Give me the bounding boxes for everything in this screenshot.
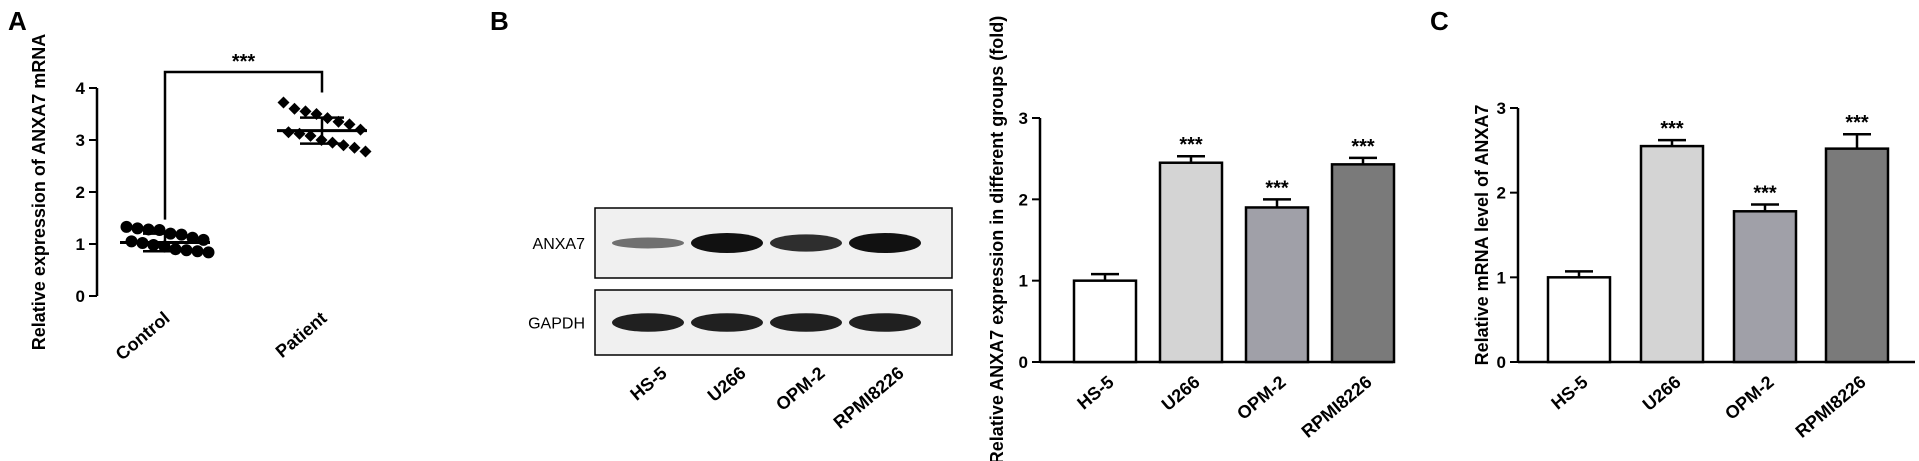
panel-letter-b: B xyxy=(490,6,509,36)
significance-label: *** xyxy=(1845,112,1869,134)
panel-letter-a: A xyxy=(8,6,27,36)
blot-band xyxy=(612,313,684,332)
y-tick-label: 0 xyxy=(1019,353,1028,372)
scatter-plot-a: 0 1 2 3 4 Relative expression of ANXA7 mRNA Co… xyxy=(29,34,372,364)
data-point xyxy=(299,105,312,118)
significance-label: *** xyxy=(1753,183,1777,205)
blot-lane-label: OPM-2 xyxy=(772,363,829,415)
y-tick-label-a: 4 xyxy=(76,79,86,98)
bar-chart-c: 0 1 2 3 Relative mRNA level of ANXA7 HS-5 *** U… xyxy=(1472,99,1915,442)
x-category-label: OPM-2 xyxy=(1721,372,1778,424)
y-tick-label: 2 xyxy=(1497,184,1506,203)
y-axis-label: Relative mRNA level of ANXA7 xyxy=(1472,105,1492,366)
x-category-label-a: Control xyxy=(112,308,174,364)
data-point xyxy=(277,96,290,109)
panel-letter-c: C xyxy=(1430,6,1449,36)
blot-band xyxy=(770,313,842,332)
x-category-label: HS-5 xyxy=(1073,372,1117,414)
y-tick-label-a: 2 xyxy=(76,183,85,202)
data-point xyxy=(131,222,144,235)
blot-band xyxy=(849,233,921,253)
blot-band xyxy=(770,234,842,252)
y-tick-label: 1 xyxy=(1497,268,1506,287)
x-category-label-a: Patient xyxy=(272,308,331,362)
y-tick-label-a: 3 xyxy=(76,131,85,150)
data-point xyxy=(202,246,215,259)
blot-row-label: GAPDH xyxy=(528,316,585,333)
y-tick-label-a: 0 xyxy=(76,287,85,306)
data-point xyxy=(191,245,204,258)
significance-label: *** xyxy=(1660,118,1684,140)
x-category-label: RPMI8226 xyxy=(1792,372,1870,442)
significance-label: *** xyxy=(1351,136,1375,158)
bar xyxy=(1244,206,1310,364)
significance-label: *** xyxy=(1265,177,1289,199)
bar xyxy=(1639,144,1705,364)
y-tick-label: 3 xyxy=(1019,109,1028,128)
blot-band xyxy=(849,313,921,332)
bar xyxy=(1072,279,1138,364)
blot-lane-label: RPMI8226 xyxy=(830,363,908,433)
y-tick-label: 2 xyxy=(1019,190,1028,209)
data-point xyxy=(337,139,350,152)
significance-bracket xyxy=(163,70,324,220)
data-point xyxy=(186,231,199,244)
y-tick-label: 1 xyxy=(1019,272,1028,291)
x-category-label: RPMI8226 xyxy=(1298,372,1376,442)
significance-label: *** xyxy=(1179,134,1203,156)
x-category-label: HS-5 xyxy=(1547,372,1591,414)
blot-lane-label: HS-5 xyxy=(626,363,670,405)
blot-row-label: ANXA7 xyxy=(533,236,586,253)
blot-lane-label: U266 xyxy=(704,363,750,406)
data-point xyxy=(293,127,306,140)
data-point xyxy=(120,220,133,233)
blot-band xyxy=(691,313,763,332)
bar xyxy=(1330,163,1396,364)
bar xyxy=(1546,276,1612,364)
data-point xyxy=(304,129,317,142)
data-point xyxy=(147,239,160,252)
x-category-label: OPM-2 xyxy=(1233,372,1290,424)
bar xyxy=(1824,147,1890,364)
blot-band xyxy=(612,237,684,249)
bar xyxy=(1158,161,1224,364)
blot-band xyxy=(691,233,763,253)
data-point xyxy=(288,102,301,115)
y-tick-label: 3 xyxy=(1497,99,1506,118)
western-blot: ANXA7 GAPDH HS-5 U266 OPM-2 RPMI8226 xyxy=(528,207,953,433)
data-point xyxy=(169,243,182,256)
bar-chart-b: 0 1 2 3 Relative ANXA7 expression in differe… xyxy=(987,16,1396,461)
data-point xyxy=(348,141,361,154)
data-point xyxy=(197,233,210,246)
y-axis-label-a: Relative expression of ANXA7 mRNA xyxy=(29,34,49,350)
significance-label: *** xyxy=(232,51,256,73)
bar xyxy=(1732,210,1798,364)
y-tick-label: 0 xyxy=(1497,353,1506,372)
x-category-label: U266 xyxy=(1158,372,1204,415)
data-point xyxy=(282,126,295,139)
x-category-label: U266 xyxy=(1639,372,1685,415)
data-point xyxy=(343,118,356,131)
y-axis-label: Relative ANXA7 expression in different g… xyxy=(987,16,1007,461)
data-point xyxy=(359,145,372,158)
y-tick-label-a: 1 xyxy=(76,235,85,254)
